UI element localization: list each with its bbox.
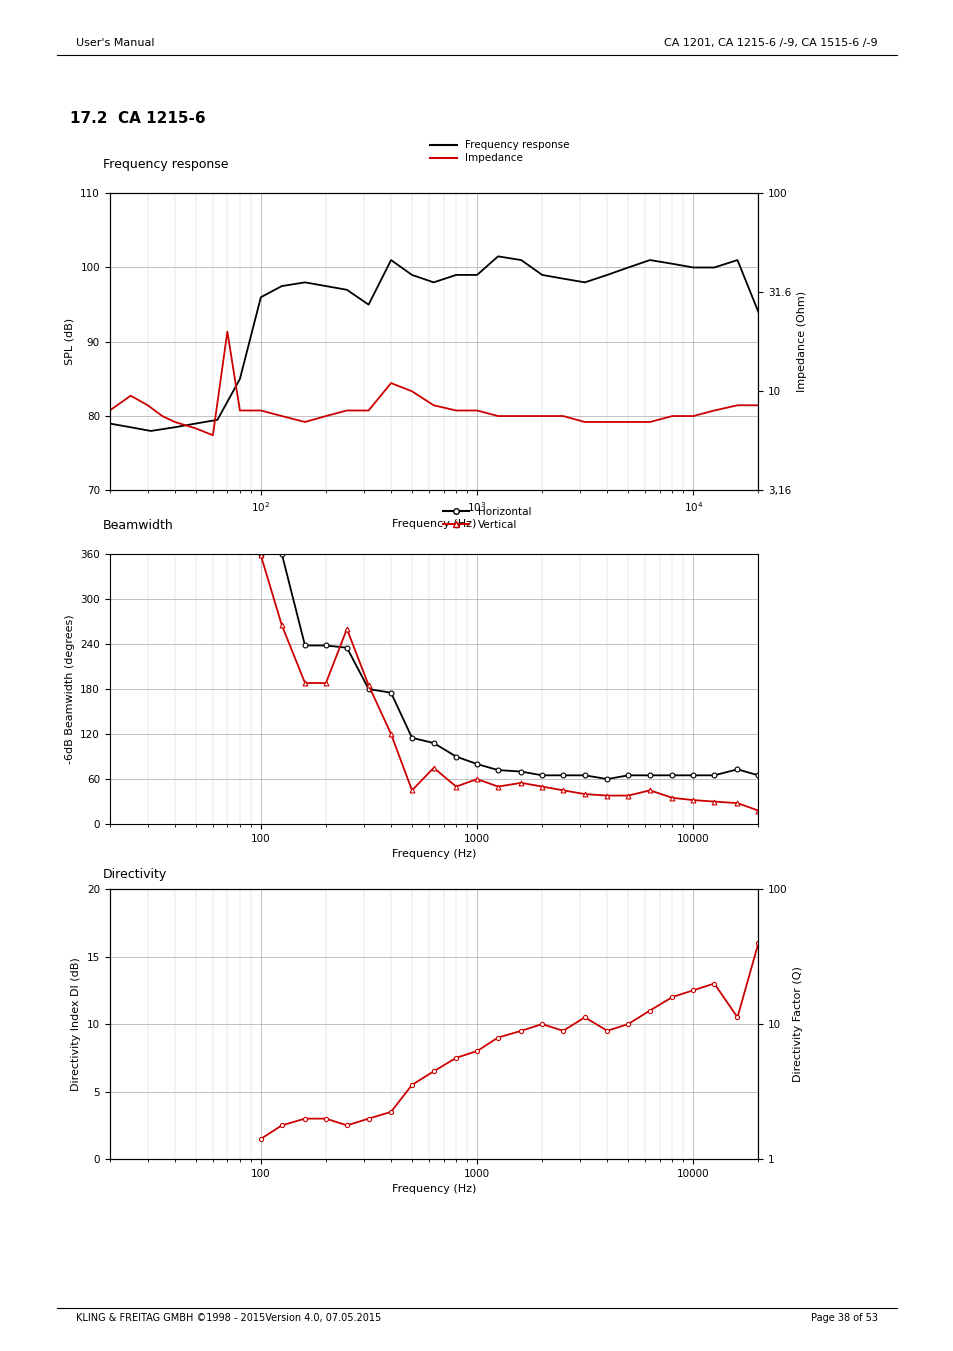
Y-axis label: Impedance (Ohm): Impedance (Ohm) (796, 292, 806, 392)
Text: CA 1201, CA 1215-6 /-9, CA 1515-6 /-9: CA 1201, CA 1215-6 /-9, CA 1515-6 /-9 (663, 38, 877, 47)
Legend: Horizontal, Vertical: Horizontal, Vertical (438, 503, 535, 534)
Text: Frequency response: Frequency response (103, 158, 229, 172)
Text: 17.2  CA 1215-6: 17.2 CA 1215-6 (70, 111, 205, 127)
X-axis label: Frequency (Hz): Frequency (Hz) (392, 850, 476, 859)
Text: Beamwidth: Beamwidth (103, 519, 173, 532)
Y-axis label: Directivity Index DI (dB): Directivity Index DI (dB) (71, 957, 81, 1092)
Y-axis label: SPL (dB): SPL (dB) (65, 319, 74, 365)
Text: .: . (114, 516, 118, 530)
Y-axis label: -6dB Beamwidth (degrees): -6dB Beamwidth (degrees) (65, 615, 74, 763)
Text: KLING & FREITAG GMBH ©1998 - 2015Version 4.0, 07.05.2015: KLING & FREITAG GMBH ©1998 - 2015Version… (76, 1313, 381, 1323)
X-axis label: Frequency (Hz): Frequency (Hz) (392, 520, 476, 530)
Text: Directivity: Directivity (103, 867, 168, 881)
Text: User's Manual: User's Manual (76, 38, 154, 47)
Text: Page 38 of 53: Page 38 of 53 (810, 1313, 877, 1323)
Y-axis label: Directivity Factor (Q): Directivity Factor (Q) (793, 966, 802, 1082)
Legend: Frequency response, Impedance: Frequency response, Impedance (426, 136, 573, 168)
X-axis label: Frequency (Hz): Frequency (Hz) (392, 1185, 476, 1194)
